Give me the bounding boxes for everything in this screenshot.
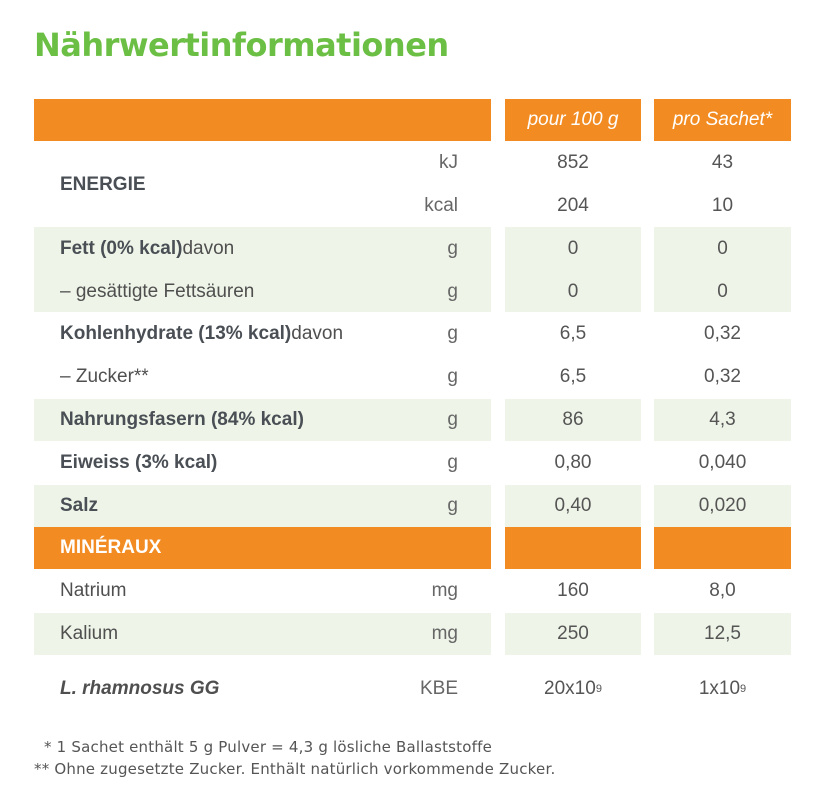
- nutrient-label-salz: Salz: [60, 495, 99, 516]
- nutrient-value-per-100g: 0,40: [554, 495, 592, 516]
- column-header-per-100g: pour 100 g: [505, 99, 641, 141]
- row-band: [34, 613, 491, 655]
- minerals-heading: MINÉRAUX: [60, 537, 162, 558]
- page-title: Nährwertinformationen: [34, 26, 449, 64]
- minerals-header-bar: [34, 527, 491, 569]
- nutrient-value-per-sachet: 4,3: [709, 409, 736, 430]
- row-band: [505, 227, 641, 312]
- mineral-unit: mg: [431, 580, 458, 601]
- nutrient-unit: g: [447, 238, 458, 259]
- minerals-header-bar: [505, 527, 641, 569]
- nutrient-value-per-sachet: 0,32: [704, 323, 741, 344]
- nutrient-label-eiweiss: Eiweiss (3% kcal): [60, 452, 218, 473]
- nutrient-unit: g: [447, 409, 458, 430]
- mineral-value-per-sachet: 8,0: [709, 580, 736, 601]
- nutrient-unit: g: [447, 366, 458, 387]
- nutrient-value-per-sachet: 0: [717, 281, 728, 302]
- energy-kj-per-100g: 852: [557, 152, 589, 173]
- row-band: [654, 399, 791, 441]
- nutrient-value-per-100g: 86: [562, 409, 584, 430]
- row-band: [34, 227, 491, 312]
- nutrient-value-per-sachet: 0: [717, 238, 728, 259]
- row-band: [654, 613, 791, 655]
- nutrient-value-per-sachet: 0,020: [698, 495, 747, 516]
- row-band: [505, 399, 641, 441]
- nutrient-unit: g: [447, 323, 458, 344]
- nutrient-value-per-100g: 6,5: [559, 323, 587, 344]
- mineral-label-kalium: Kalium: [60, 623, 119, 644]
- mineral-unit: mg: [431, 623, 458, 644]
- probiotic-label: L. rhamnosus GG: [60, 678, 220, 699]
- nutrient-value-per-100g: 0: [567, 281, 579, 302]
- energy-kcal-per-100g: 204: [557, 195, 589, 216]
- header-label-bar: [34, 99, 491, 141]
- footnote-sachet: * 1 Sachet enthält 5 g Pulver = 4,3 g lö…: [44, 738, 493, 756]
- probiotic-value-per-sachet: 1x10 9: [698, 678, 747, 699]
- row-band: [654, 227, 791, 312]
- energy-kcal-per-sachet: 10: [711, 195, 734, 216]
- nutrient-value-per-100g: 0,80: [554, 452, 592, 473]
- energy-kj-per-sachet: 43: [711, 152, 734, 173]
- row-band: [654, 485, 791, 527]
- column-header-per-sachet: pro Sachet*: [654, 99, 791, 141]
- probiotic-value-per-100g: 20x10 9: [544, 678, 602, 699]
- mineral-value-per-100g: 160: [557, 580, 589, 601]
- nutrient-value-per-sachet: 0,040: [698, 452, 747, 473]
- row-band: [34, 485, 491, 527]
- nutrient-label-kohlenhydrate: Kohlenhydrate (13% kcal) davon: [60, 323, 344, 344]
- energy-label: ENERGIE: [60, 174, 146, 195]
- minerals-header-bar: [654, 527, 791, 569]
- mineral-label-natrium: Natrium: [60, 580, 127, 601]
- nutrient-value-per-sachet: 0,32: [704, 366, 741, 387]
- energy-unit-kcal: kcal: [424, 195, 458, 216]
- nutrient-unit: g: [447, 452, 458, 473]
- nutrient-label-nahrungsfasern: Nahrungsfasern (84% kcal): [60, 409, 304, 430]
- probiotic-unit: KBE: [419, 678, 458, 699]
- nutrient-value-per-100g: 0: [567, 238, 579, 259]
- nutrient-unit: g: [447, 281, 458, 302]
- nutrient-value-per-100g: 6,5: [559, 366, 587, 387]
- row-band: [34, 399, 491, 441]
- mineral-value-per-sachet: 12,5: [704, 623, 741, 644]
- row-band: [505, 485, 641, 527]
- nutrient-label-fett: Fett (0% kcal) davon: [60, 238, 235, 259]
- energy-unit-kj: kJ: [439, 152, 458, 173]
- footnote-sugar: ** Ohne zugesetzte Zucker. Enthält natür…: [34, 760, 556, 778]
- row-band: [505, 613, 641, 655]
- nutrient-label-fettsaeuren: – gesättigte Fettsäuren: [60, 281, 255, 302]
- mineral-value-per-100g: 250: [557, 623, 589, 644]
- nutrient-unit: g: [447, 495, 458, 516]
- nutrient-label-zucker: – Zucker**: [60, 366, 149, 387]
